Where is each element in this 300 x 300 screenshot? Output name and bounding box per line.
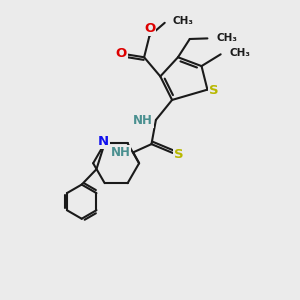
Text: NH: NH xyxy=(133,114,153,127)
Text: CH₃: CH₃ xyxy=(230,48,250,58)
Text: S: S xyxy=(174,148,183,160)
Text: CH₃: CH₃ xyxy=(216,33,237,43)
Text: O: O xyxy=(144,22,155,34)
Text: S: S xyxy=(209,84,219,97)
Text: CH₃: CH₃ xyxy=(173,16,194,26)
Text: N: N xyxy=(98,135,109,148)
Text: NH: NH xyxy=(110,146,130,159)
Text: O: O xyxy=(116,47,127,60)
